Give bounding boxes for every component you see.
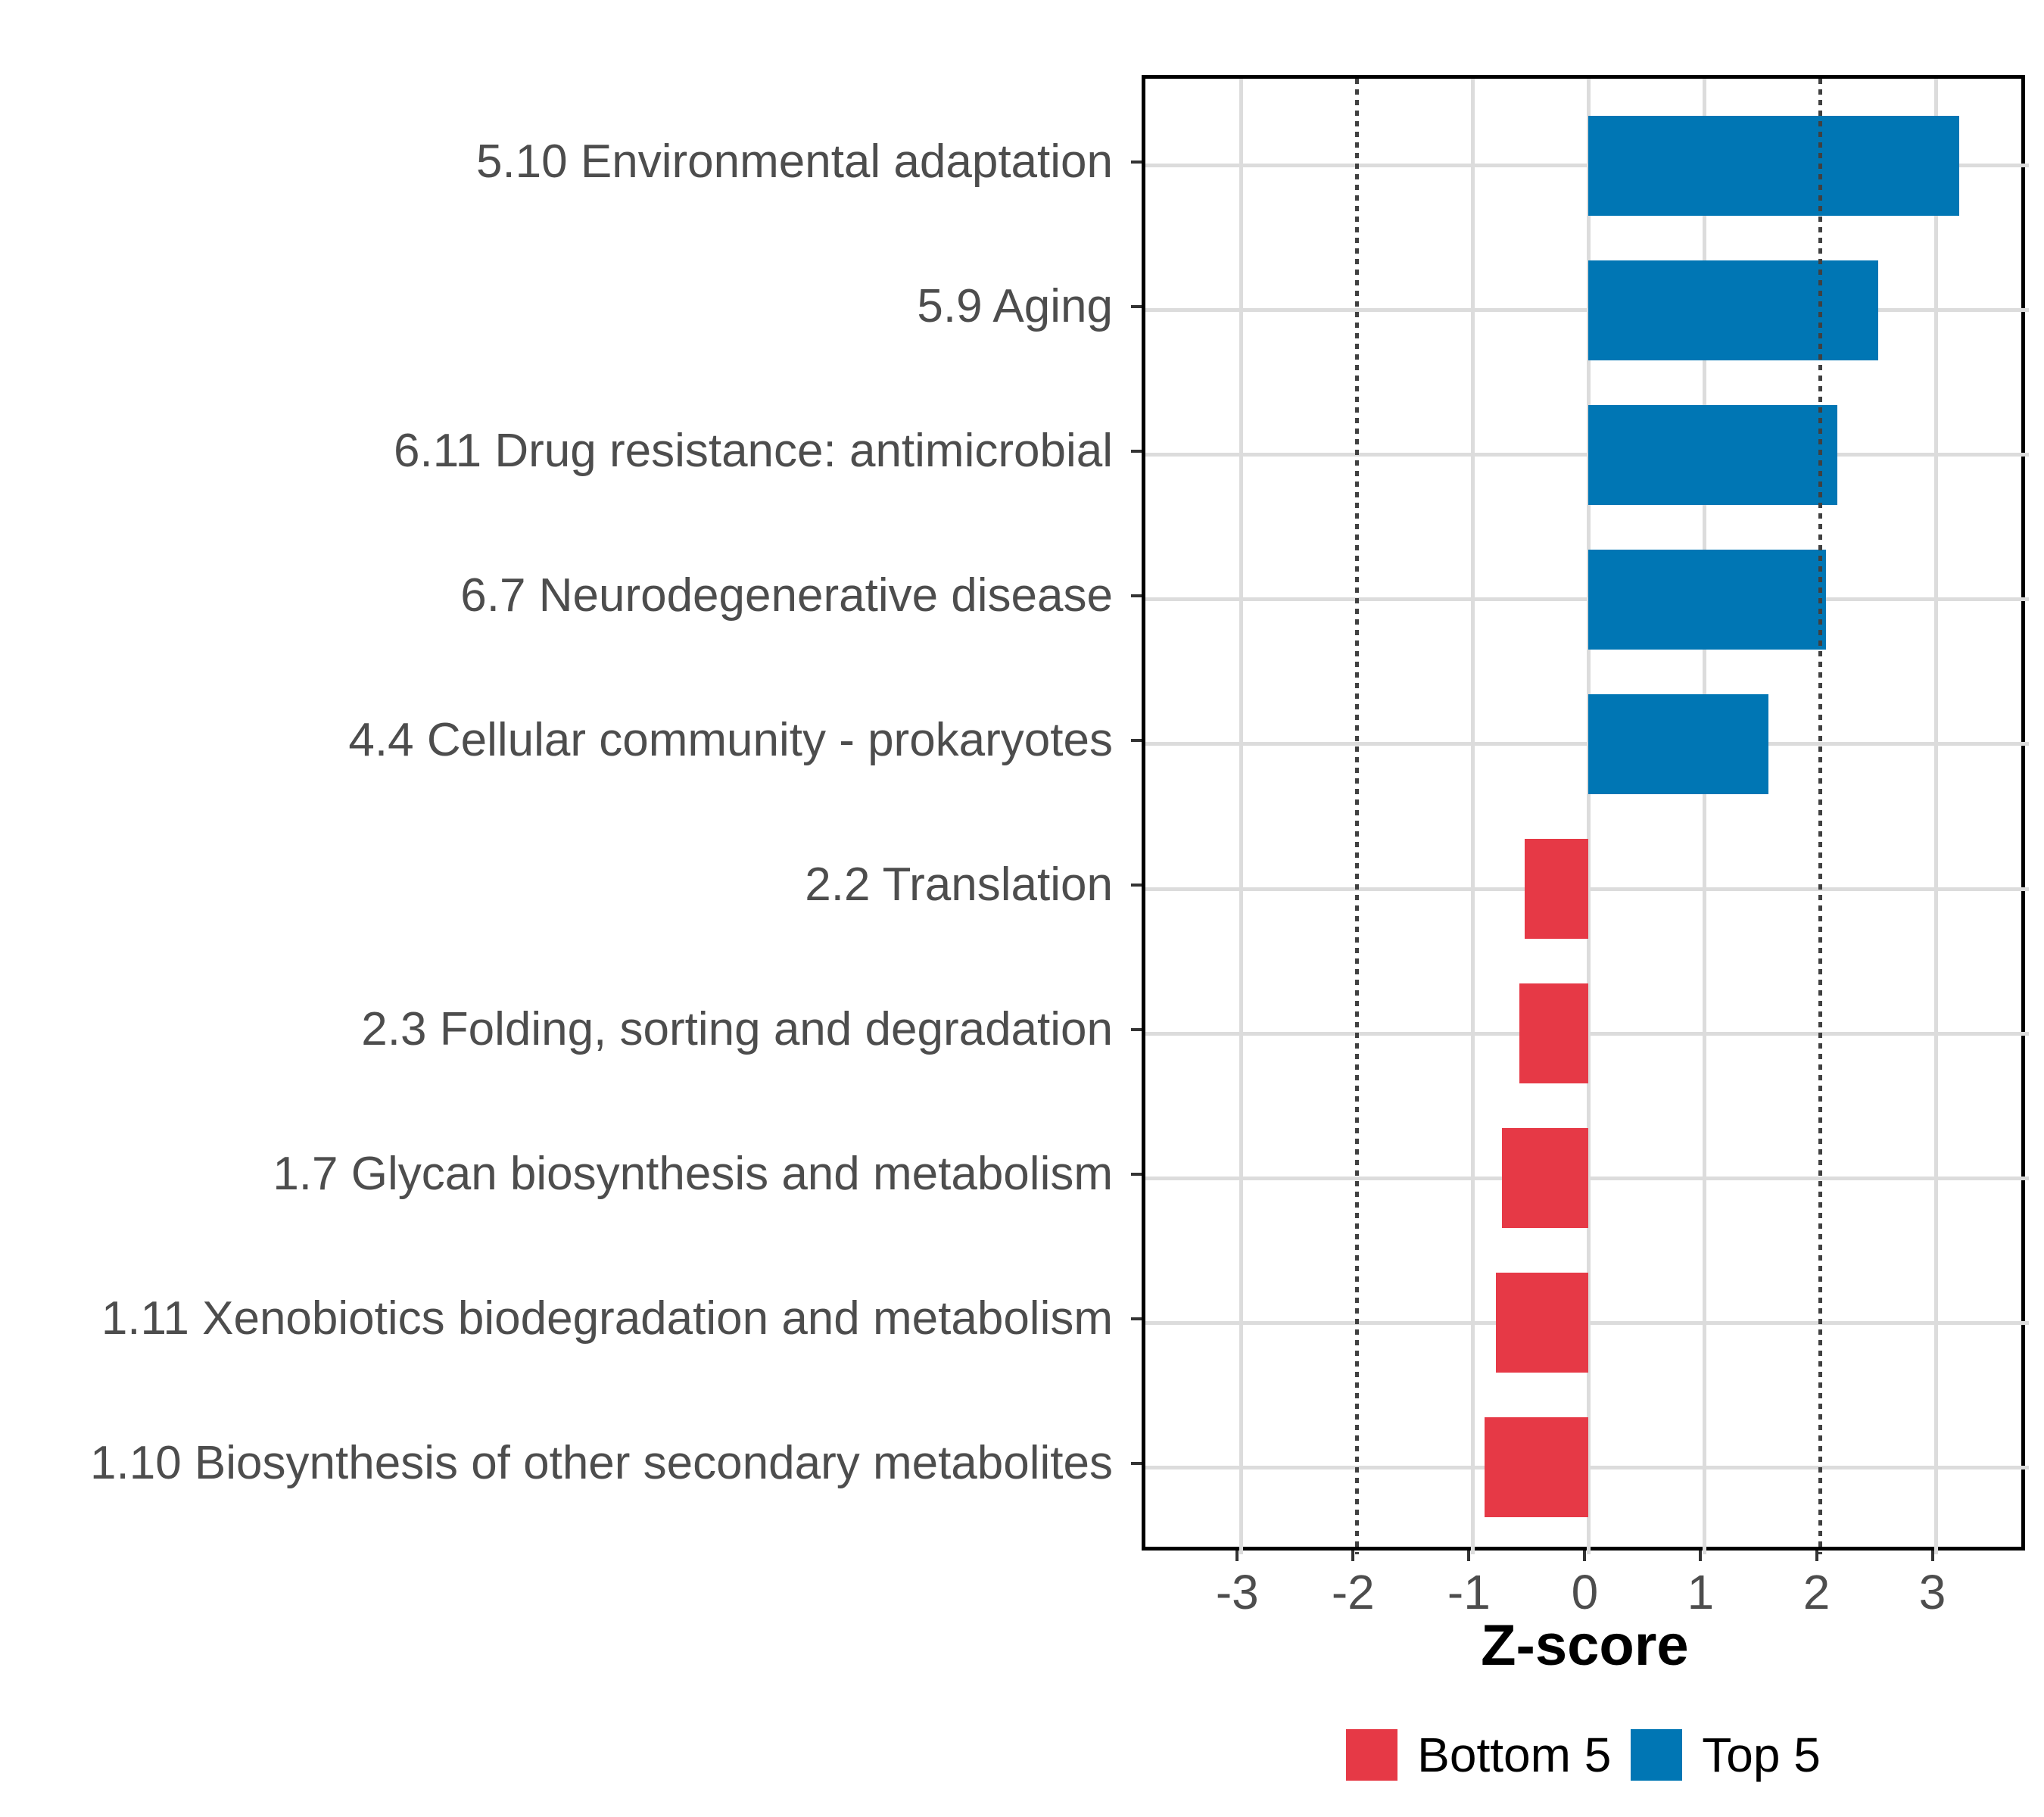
plot-panel (1142, 75, 2029, 1554)
category-label: 6.7 Neurodegenerative disease (460, 569, 1113, 622)
x-tick-label: 0 (1571, 1565, 1599, 1619)
legend-label: Top 5 (1702, 1728, 1821, 1782)
category-label: 1.7 Glycan biosynthesis and metabolism (273, 1148, 1113, 1201)
bar (1588, 260, 1879, 360)
y-axis-tick (1131, 449, 1142, 453)
x-axis-title: Z-score (1481, 1613, 1689, 1678)
category-label: 5.10 Environmental adaptation (475, 135, 1113, 188)
y-axis-tick (1131, 1173, 1142, 1177)
bar (1525, 839, 1589, 940)
category-label: 2.2 Translation (805, 859, 1113, 912)
vertical-gridline (1586, 79, 1591, 1554)
vertical-gridline (1934, 79, 1939, 1554)
bar (1588, 404, 1838, 505)
legend-entry: Top 5 (1631, 1729, 1821, 1781)
x-axis-tick (1815, 1551, 1818, 1561)
reference-line-dotted (1354, 79, 1359, 1554)
y-axis-tick (1131, 160, 1142, 164)
category-label: 6.11 Drug resistance: antimicrobial (394, 424, 1113, 477)
reference-line-dotted (1818, 79, 1822, 1554)
x-tick-label: 2 (1803, 1565, 1831, 1619)
x-axis-tick (1699, 1551, 1703, 1561)
bar (1501, 1128, 1589, 1229)
x-axis-tick (1467, 1551, 1471, 1561)
bar (1588, 693, 1768, 794)
x-tick-label: 1 (1687, 1565, 1715, 1619)
category-label: 2.3 Folding, sorting and degradation (361, 1003, 1113, 1056)
vertical-gridline (1470, 79, 1475, 1554)
legend-entry: Bottom 5 (1346, 1729, 1611, 1781)
y-axis-tick (1131, 738, 1142, 742)
y-axis-tick (1131, 304, 1142, 308)
x-tick-label: -2 (1331, 1565, 1375, 1619)
bar (1495, 1273, 1589, 1373)
legend: Bottom 5 Top 5 (1142, 1729, 2025, 1781)
bar (1588, 549, 1827, 650)
y-axis-tick (1131, 1317, 1142, 1321)
y-axis-tick (1131, 1028, 1142, 1032)
bar (1519, 983, 1589, 1084)
x-tick-label: -3 (1215, 1565, 1259, 1619)
legend-label: Bottom 5 (1417, 1728, 1612, 1782)
category-label: 1.11 Xenobiotics biodegradation and meta… (101, 1292, 1113, 1345)
y-axis-tick (1131, 594, 1142, 597)
x-axis-tick (1583, 1551, 1587, 1561)
x-tick-label: 3 (1918, 1565, 1946, 1619)
category-label: 1.10 Biosynthesis of other secondary met… (90, 1437, 1113, 1490)
x-axis-tick (1930, 1551, 1934, 1561)
y-axis-tick (1131, 884, 1142, 887)
category-label: 4.4 Cellular community - prokaryotes (348, 713, 1113, 766)
legend-swatch (1631, 1729, 1683, 1781)
y-axis-tick (1131, 1462, 1142, 1466)
bar (1588, 115, 1960, 216)
category-label: 5.9 Aging (917, 279, 1113, 332)
x-tick-label: -1 (1447, 1565, 1491, 1619)
x-axis-tick (1235, 1551, 1239, 1561)
vertical-gridline (1702, 79, 1706, 1554)
x-axis-tick (1351, 1551, 1355, 1561)
legend-swatch (1346, 1729, 1398, 1781)
vertical-gridline (1239, 79, 1243, 1554)
bar (1484, 1417, 1589, 1518)
